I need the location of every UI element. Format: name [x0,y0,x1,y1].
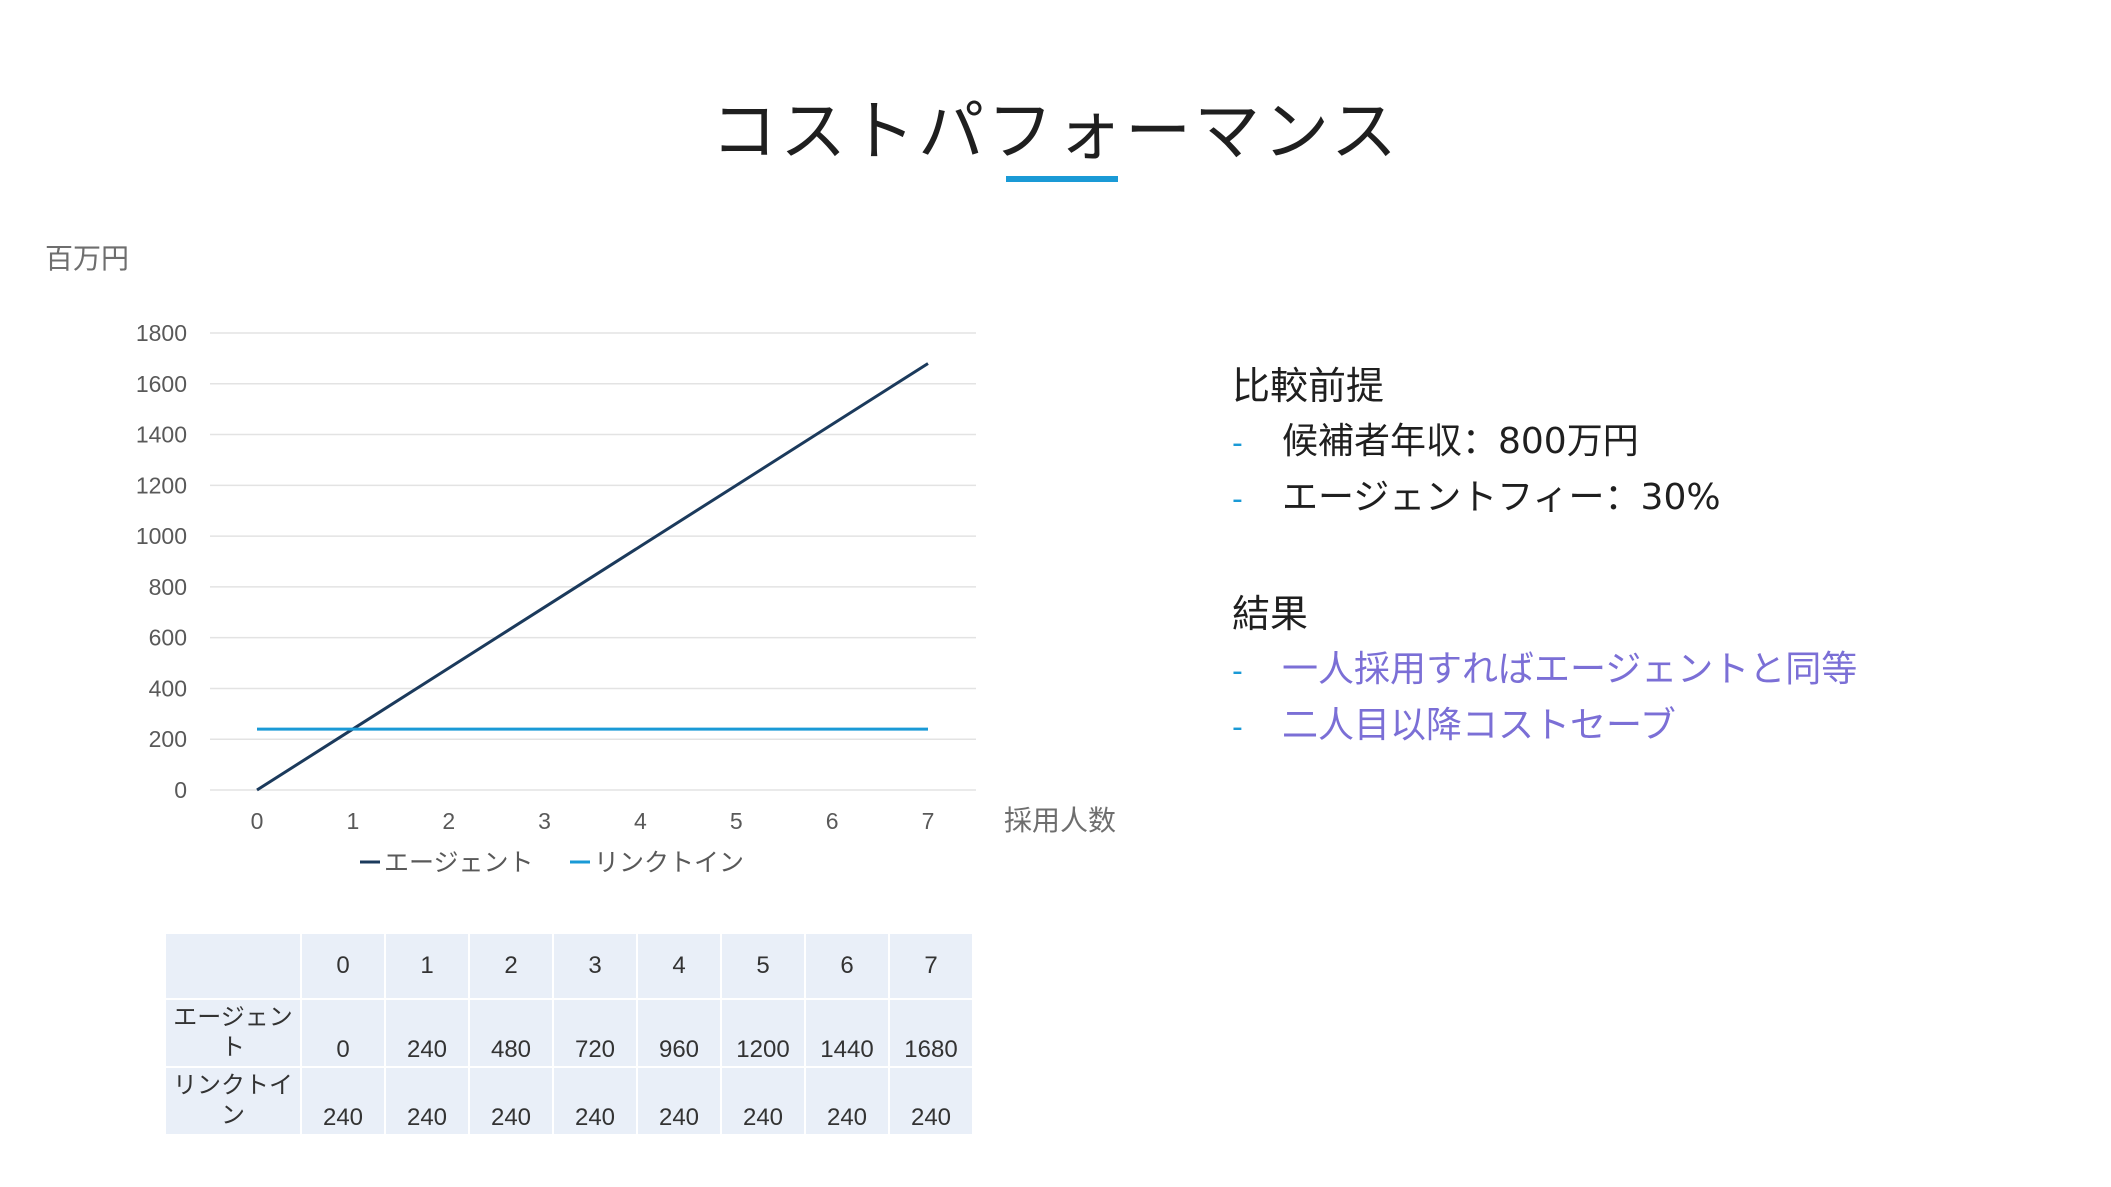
table-header-cell: 5 [722,934,804,998]
notes-panel: 比較前提 - 候補者年収：800万円 - エージェントフィー：30% 結果 - 一人採… [1232,358,1857,754]
bullet-dash: - [1232,710,1243,745]
result-heading: 結果 [1232,592,1309,636]
table-cell: 240 [470,1068,552,1134]
data-table: 0 1 2 3 4 5 6 7 エージェント 0 240 480 720 960… [164,932,974,1136]
table-header-cell: 1 [386,934,468,998]
table-cell: 240 [386,1068,468,1134]
table-header-cell: 0 [302,934,384,998]
line-chart: 百万円 採用人数 0 200 400 600 800 1000 1200 1400 1600 18… [45,242,1116,877]
y-axis-label: 百万円 [45,242,129,275]
result-item: - 一人採用すればエージェントと同等 [1232,642,1857,698]
table-row-label: エージェント [166,1000,300,1066]
y-tick-label: 1200 [136,472,187,498]
table-cell: 240 [638,1068,720,1134]
y-tick-label: 1000 [136,523,187,549]
table-row-label: リンクトイン [166,1068,300,1134]
x-tick-label: 3 [538,808,551,834]
y-tick-label: 0 [174,777,187,803]
table-header-cell: 4 [638,934,720,998]
table-header-cell: 7 [890,934,972,998]
table-cell: 0 [302,1000,384,1066]
table-cell: 720 [554,1000,636,1066]
series-lines [256,362,929,792]
x-tick-label: 4 [634,808,647,834]
table-cell: 1440 [806,1000,888,1066]
x-tick-label: 0 [251,808,264,834]
y-tick-label: 1800 [136,320,187,346]
premise-item: - 候補者年収：800万円 [1232,414,1857,470]
x-tick-label: 1 [346,808,359,834]
premise-heading: 比較前提 [1232,364,1385,408]
table-cell: 240 [386,1000,468,1066]
x-tick-label: 5 [730,808,743,834]
bullet-dash: - [1232,654,1243,689]
gridlines [210,332,976,791]
title-underline [1006,176,1118,182]
x-tick-label: 7 [922,808,935,834]
result-item: - 二人目以降コストセーブ [1232,698,1857,754]
table-header-cell: 6 [806,934,888,998]
bullet-dash: - [1232,482,1243,517]
legend-label-agent: エージェント [384,848,534,877]
table-header-row: 0 1 2 3 4 5 6 7 [166,934,972,998]
table-row-linkedin: リンクトイン 240 240 240 240 240 240 240 240 [166,1068,972,1134]
table-cell: 240 [302,1068,384,1134]
table-cell: 240 [554,1068,636,1134]
table-cell: 960 [638,1000,720,1066]
x-tick-label: 6 [826,808,839,834]
table-header-cell: 2 [470,934,552,998]
y-tick-label: 400 [149,675,187,701]
x-axis-ticks: 0 1 2 3 4 5 6 7 [251,808,935,834]
table-cell: 1680 [890,1000,972,1066]
table-header-cell: 3 [554,934,636,998]
y-axis-ticks: 0 200 400 600 800 1000 1200 1400 1600 1800 [136,320,187,803]
bullet-dash: - [1232,426,1243,461]
y-tick-label: 1400 [136,422,187,448]
y-tick-label: 1600 [136,371,187,397]
page-title: コストパフォーマンス [711,93,1400,170]
table-row-agent: エージェント 0 240 480 720 960 1200 1440 1680 [166,1000,972,1066]
table-cell: 240 [806,1068,888,1134]
legend: エージェント リンクトイン [360,848,744,877]
table-cell: 480 [470,1000,552,1066]
table-cell: 240 [722,1068,804,1134]
table-corner-cell [166,934,300,998]
premise-item: - エージェントフィー：30% [1232,470,1857,526]
y-tick-label: 600 [149,625,187,651]
x-tick-label: 2 [442,808,455,834]
x-axis-label: 採用人数 [1004,804,1116,837]
table-cell: 240 [890,1068,972,1134]
y-tick-label: 200 [149,726,187,752]
table-cell: 1200 [722,1000,804,1066]
series-line-agent [256,362,929,792]
legend-label-linkedin: リンクトイン [594,848,744,877]
y-tick-label: 800 [149,574,187,600]
